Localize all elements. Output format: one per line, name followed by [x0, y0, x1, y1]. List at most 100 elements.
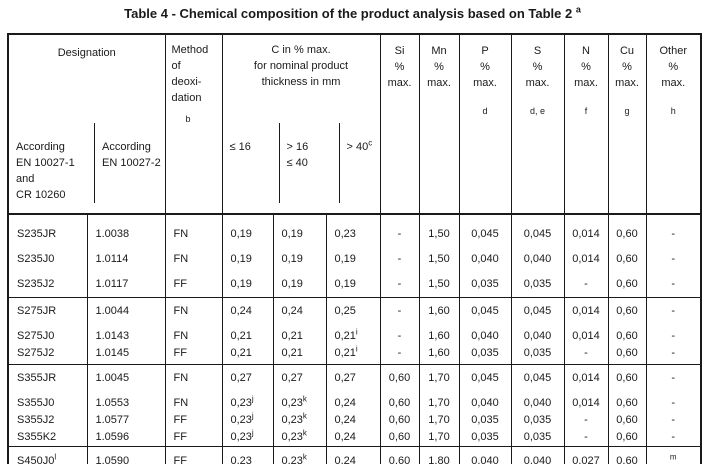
table-title-footnote: a: [575, 4, 581, 15]
value-designation-en10027-1: S235JR: [17, 228, 57, 240]
other-label: Other % max.: [659, 45, 688, 89]
value-c-max-le16: 0,23j: [230, 394, 254, 409]
value-n-max: 0,014: [572, 305, 600, 317]
value-cu-max: 0,60: [616, 431, 638, 443]
value-other-max: -: [671, 228, 676, 240]
cell-designation-en10027-2: 1.0045 1.0553 1.0577 1.0596: [86, 364, 166, 447]
p-label: P % max.: [473, 45, 497, 89]
value-mn-max: 1,80: [428, 455, 450, 464]
thickness-gt40-text: > 40: [346, 141, 369, 153]
cell-n-max: 0,027: [563, 446, 609, 464]
value-c-max-le16: 0,21: [230, 347, 252, 359]
cell-other-max: - - - -: [645, 364, 702, 447]
cell-deoxidation-method: FN FN FF FF: [164, 364, 223, 447]
cell-mn-max: 1,60 1,60 1,60: [418, 297, 460, 365]
value-c-max-le16: 0,23j: [230, 428, 254, 443]
value-p-max: 0,040: [471, 253, 499, 265]
n-label: N % max.: [574, 45, 598, 89]
value-designation-en10027-2: 1.0044: [95, 305, 130, 317]
steel-grade-group-row: S450J0l 1.0590 FF 0,23 0,23k 0,24 0,60 1,80 0,04…: [7, 446, 702, 464]
value-designation-en10027-1: S275J0: [17, 330, 55, 342]
cell-s-max: 0,045 0,040 0,035 0,035: [510, 364, 565, 447]
value-other-max: m: [647, 450, 701, 464]
value-cu-max: 0,60: [616, 278, 638, 290]
header-mn: Mn % max.: [418, 33, 460, 215]
cell-p-max: 0,045 0,040 0,035: [458, 297, 512, 365]
value-deoxidation-method: FN: [173, 397, 189, 409]
value-si-max: 0,60: [388, 397, 411, 409]
footnote-marker: k: [302, 411, 307, 421]
value-deoxidation-method: FF: [173, 431, 187, 443]
value-c-max-gt40: 0,24: [334, 431, 356, 443]
cell-designation-en10027-1: S275JR S275J0 S275J2: [7, 297, 88, 365]
value-other-max: -: [671, 431, 676, 443]
value-designation-en10027-2: 1.0114: [95, 253, 129, 265]
cell-s-max: 0,045 0,040 0,035: [510, 213, 565, 298]
value-n-max: 0,014: [572, 397, 600, 409]
value-deoxidation-method: FN: [173, 330, 189, 342]
footnote-marker: k: [302, 428, 307, 438]
value-mn-max: 1,50: [428, 278, 450, 290]
cell-c-max-16-40: 0,24 0,21 0,21: [272, 297, 327, 365]
value-p-max: 0,035: [471, 414, 499, 426]
value-designation-en10027-2: 1.0577: [95, 414, 130, 426]
value-n-max: 0,027: [572, 455, 600, 464]
value-c-max-gt40: 0,19: [334, 253, 356, 265]
table-title-text: Table 4 - Chemical composition of the pr…: [124, 6, 576, 21]
value-p-max: 0,035: [471, 347, 499, 359]
cell-deoxidation-method: FN FN FF: [164, 297, 223, 365]
value-s-max: 0,040: [523, 330, 552, 342]
value-s-max: 0,040: [523, 455, 552, 464]
cell-si-max: - - -: [379, 297, 420, 365]
cell-cu-max: 0,60: [607, 446, 647, 464]
value-c-max-gt40: 0,23: [334, 228, 356, 240]
value-other-max: -: [671, 305, 676, 317]
cell-designation-en10027-1: S355JR S355J0 S355J2 S355K2: [7, 364, 88, 447]
value-n-max: 0,014: [572, 330, 600, 342]
value-p-max: 0,045: [471, 228, 499, 240]
cell-designation-en10027-2: 1.0044 1.0143 1.0145: [86, 297, 166, 365]
cell-n-max: 0,014 0,014 - -: [563, 364, 609, 447]
value-deoxidation-method: FN: [173, 228, 189, 240]
value-mn-max: 1,60: [428, 305, 450, 317]
chemical-composition-table: Designation According EN 10027-1 and CR …: [7, 33, 703, 464]
value-mn-max: 1,60: [428, 347, 450, 359]
cell-p-max: 0,040: [458, 446, 512, 464]
value-other-max: -: [671, 397, 676, 409]
steel-grade-group-row: S275JR S275J0 S275J2 1.0044 1.0143 1.0145 FN FN…: [7, 297, 702, 365]
header-n: N % max. f: [563, 33, 609, 215]
value-c-max-le16: 0,19: [230, 253, 252, 265]
value-cu-max: 0,60: [616, 347, 638, 359]
value-deoxidation-method: FF: [173, 455, 187, 464]
cell-cu-max: 0,60 0,60 0,60: [607, 213, 647, 298]
value-designation-en10027-2: 1.0045: [95, 372, 130, 384]
cell-s-max: 0,045 0,040 0,035: [510, 297, 565, 365]
steel-grade-group-row: S355JR S355J0 S355J2 S355K2 1.0045 1.0553 1.05…: [7, 364, 702, 447]
cell-c-max-16-40: 0,19 0,19 0,19: [272, 213, 327, 298]
value-n-max: 0,014: [572, 253, 600, 265]
value-designation-en10027-2: 1.0143: [95, 330, 130, 342]
cell-other-max: - - -: [645, 297, 702, 365]
value-si-max: 0,60: [388, 455, 411, 464]
header-cu: Cu % max. g: [607, 33, 647, 215]
value-si-max: -: [397, 253, 402, 265]
header-other: Other % max. h: [645, 33, 702, 215]
cell-c-max-le16: 0,23: [221, 446, 274, 464]
value-c-max-le16: 0,19: [230, 228, 252, 240]
value-designation-en10027-1: S235J2: [17, 278, 55, 290]
footnote-marker: j: [251, 411, 254, 421]
header-designation-group: Designation According EN 10027-1 and CR …: [7, 33, 166, 215]
value-c-max-le16: 0,23: [230, 455, 252, 464]
footnote-marker: i: [355, 344, 358, 354]
p-footnote: d: [482, 106, 488, 116]
cell-designation-en10027-2: 1.0590: [86, 446, 166, 464]
value-si-max: -: [397, 278, 402, 290]
value-n-max: -: [584, 278, 588, 290]
value-c-max-le16: 0,24: [230, 305, 252, 317]
deoxidation-method-label: Method of deoxi- dation: [171, 44, 209, 104]
value-c-max-gt40: 0,25: [334, 305, 356, 317]
value-other-max: -: [671, 278, 676, 290]
cell-designation-en10027-1: S235JR S235J0 S235J2: [7, 213, 88, 298]
value-s-max: 0,035: [523, 278, 552, 290]
